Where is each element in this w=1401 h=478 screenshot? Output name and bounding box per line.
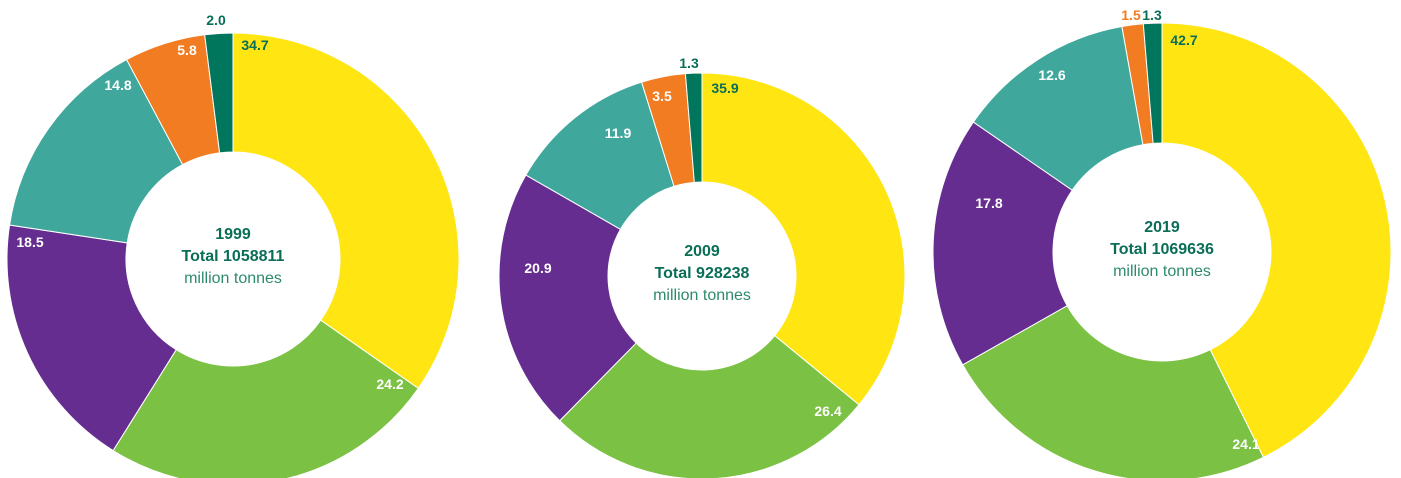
donut-slice-1999-3 bbox=[6, 224, 177, 452]
data-label-2009-1: 35.9 bbox=[711, 80, 738, 96]
center-total-2019: Total 1069636 bbox=[1110, 241, 1214, 258]
data-label-1999-6: 2.0 bbox=[206, 12, 226, 28]
donut-slice-2019-1 bbox=[1161, 22, 1392, 459]
center-unit-2009: million tonnes bbox=[653, 287, 751, 304]
data-label-2019-2: 24.1 bbox=[1232, 436, 1259, 452]
center-year-1999: 1999 bbox=[215, 226, 251, 243]
data-label-2009-5: 3.5 bbox=[652, 88, 672, 104]
donut-slice-2009-6 bbox=[684, 72, 703, 183]
data-label-1999-4: 14.8 bbox=[104, 77, 131, 93]
data-label-2019-1: 42.7 bbox=[1170, 32, 1197, 48]
center-year-2009: 2009 bbox=[684, 243, 720, 260]
donut-chart-2009: 35.9 26.4 20.9 11.9 3.5 1.3 2009 Total 928238 mi… bbox=[498, 55, 906, 478]
center-year-2019: 2019 bbox=[1144, 219, 1180, 236]
donut-slice-2019-2 bbox=[962, 305, 1265, 478]
donut-slice-2009-3 bbox=[498, 174, 637, 422]
data-label-2009-4: 11.9 bbox=[605, 125, 632, 141]
data-label-2019-3: 17.8 bbox=[975, 195, 1002, 211]
donut-chart-1999: 34.7 24.2 18.5 14.8 5.8 2.0 1999 Total 1058811 m… bbox=[6, 12, 460, 478]
donut-chart-2019: 42.7 24.1 17.8 12.6 1.5 1.3 2019 Total 1069636 m… bbox=[932, 7, 1392, 478]
data-label-1999-3: 18.5 bbox=[16, 234, 43, 250]
data-label-1999-2: 24.2 bbox=[376, 376, 403, 392]
data-label-2009-6: 1.3 bbox=[679, 55, 699, 71]
data-label-2019-4: 12.6 bbox=[1038, 67, 1065, 83]
center-total-2009: Total 928238 bbox=[655, 265, 750, 282]
center-unit-1999: million tonnes bbox=[184, 270, 282, 287]
data-label-1999-5: 5.8 bbox=[177, 42, 197, 58]
donut-slice-1999-4 bbox=[8, 58, 184, 244]
donut-slice-2019-4 bbox=[972, 25, 1144, 191]
donut-slice-1999-1 bbox=[232, 32, 460, 390]
donut-slice-2019-3 bbox=[932, 121, 1073, 366]
donut-slice-2009-1 bbox=[701, 72, 906, 406]
donut-slice-2019-6 bbox=[1142, 22, 1163, 144]
data-label-2019-6: 1.3 bbox=[1142, 7, 1162, 23]
donut-slice-1999-2 bbox=[112, 319, 420, 478]
donut-slice-2009-2 bbox=[558, 334, 860, 478]
data-label-2009-2: 26.4 bbox=[814, 403, 841, 419]
data-label-2009-3: 20.9 bbox=[524, 260, 551, 276]
data-label-2019-5: 1.5 bbox=[1121, 7, 1141, 23]
center-unit-2019: million tonnes bbox=[1113, 263, 1211, 280]
data-label-1999-1: 34.7 bbox=[241, 37, 268, 53]
donut-slice-1999-6 bbox=[204, 32, 234, 154]
center-total-1999: Total 1058811 bbox=[182, 248, 285, 265]
